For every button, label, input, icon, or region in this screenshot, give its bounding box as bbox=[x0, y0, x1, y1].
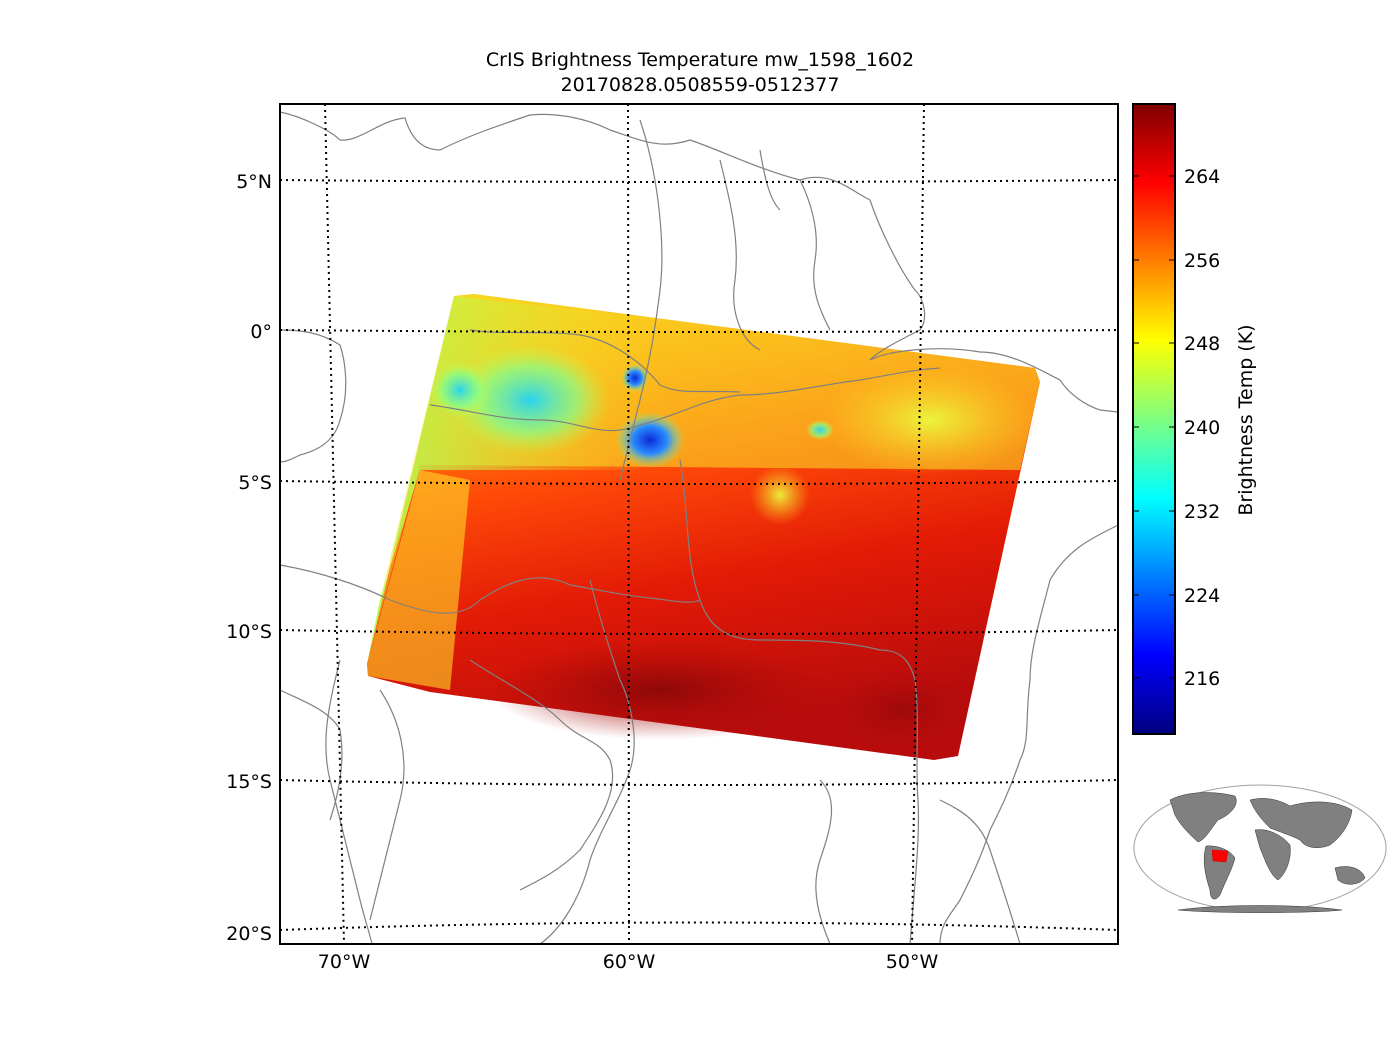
colorbar-tick-264: 264 bbox=[1184, 166, 1220, 188]
lat-label-5n: 5°N bbox=[236, 171, 272, 193]
lat-label-15s: 15°S bbox=[226, 771, 272, 793]
colorbar-tick-232: 232 bbox=[1184, 501, 1220, 523]
colorbar-tick-248: 248 bbox=[1184, 333, 1220, 355]
chart-title-line-2: 20170828.0508559-0512377 bbox=[560, 74, 840, 96]
longitude-labels: 70°W 60°W 50°W bbox=[318, 951, 939, 973]
map-boundaries bbox=[280, 111, 1118, 944]
colorbar-gradient bbox=[1132, 103, 1176, 735]
colorbar-tick-216: 216 bbox=[1184, 668, 1220, 690]
colorbar-label: Brightness Temp (K) bbox=[1235, 324, 1257, 515]
lon-label-70w: 70°W bbox=[318, 951, 371, 973]
lat-label-5s: 5°S bbox=[238, 472, 272, 494]
lat-label-0: 0° bbox=[250, 321, 272, 343]
lon-label-60w: 60°W bbox=[603, 951, 656, 973]
inset-world-map bbox=[1133, 784, 1387, 913]
colorbar-tick-224: 224 bbox=[1184, 585, 1220, 607]
map-frame bbox=[279, 103, 1119, 945]
colorbar-tick-256: 256 bbox=[1184, 250, 1220, 272]
colorbar: 264 256 248 240 232 224 216 Brightness T… bbox=[1132, 103, 1257, 735]
chart-title-line-1: CrIS Brightness Temperature mw_1598_1602 bbox=[485, 49, 915, 71]
latitude-labels: 5°N 0° 5°S 10°S 15°S 20°S bbox=[226, 171, 272, 945]
lat-label-10s: 10°S bbox=[226, 621, 272, 643]
lon-label-50w: 50°W bbox=[886, 951, 939, 973]
lat-label-20s: 20°S bbox=[226, 923, 272, 945]
inset-land bbox=[1169, 792, 1366, 913]
graticule bbox=[280, 104, 1118, 944]
colorbar-tick-240: 240 bbox=[1184, 417, 1220, 439]
inset-swath-highlight bbox=[1211, 849, 1229, 863]
brightness-swath bbox=[367, 294, 1040, 760]
